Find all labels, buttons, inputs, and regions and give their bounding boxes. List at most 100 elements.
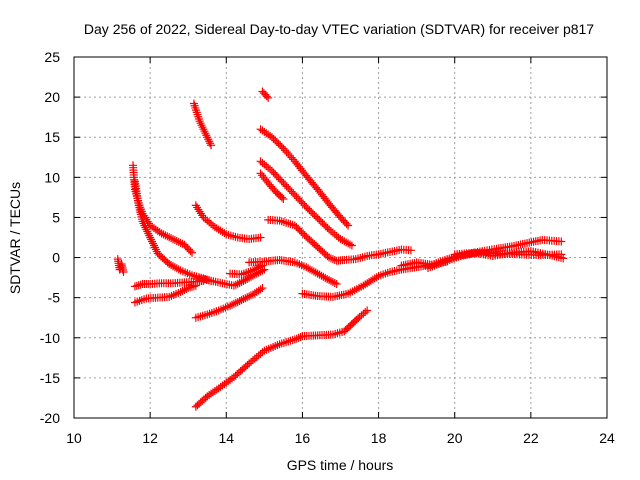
series-arc-2: [129, 161, 197, 257]
data-point-marker: [330, 279, 339, 288]
data-point-marker: [279, 218, 288, 227]
data-point-marker: [204, 135, 213, 144]
data-point-marker: [148, 237, 157, 246]
data-point-marker: [161, 231, 170, 240]
series-arc-16: [256, 169, 288, 203]
data-point-marker: [239, 295, 248, 304]
y-tick-label: -10: [40, 330, 60, 346]
data-point-marker: [147, 235, 156, 244]
series-arc-17: [264, 215, 415, 265]
data-point-marker: [188, 248, 197, 257]
series-arc-8: [195, 265, 269, 290]
data-point-marker: [227, 300, 236, 309]
data-point-marker: [363, 306, 372, 315]
data-point-marker: [149, 241, 158, 250]
data-point-marker: [235, 297, 244, 306]
data-point-marker: [180, 286, 189, 295]
data-point-marker: [241, 294, 250, 303]
data-point-marker: [195, 117, 204, 126]
data-point-marker: [220, 229, 229, 238]
data-point-marker: [202, 131, 211, 140]
x-tick-label: 14: [218, 430, 234, 446]
data-point-marker: [198, 123, 207, 132]
data-point-marker: [205, 137, 214, 146]
data-point-marker: [235, 278, 244, 287]
data-point-marker: [199, 125, 208, 134]
data-point-marker: [142, 225, 151, 234]
data-point-marker: [231, 298, 240, 307]
data-point-marker: [326, 277, 335, 286]
series-arc-21: [424, 235, 566, 272]
data-point-marker: [254, 263, 263, 272]
data-point-marker: [277, 217, 286, 226]
data-point-marker: [145, 231, 154, 240]
y-tick-label: 20: [44, 89, 60, 105]
data-point-marker: [342, 219, 351, 228]
y-tick-label: -5: [48, 290, 61, 306]
data-point-marker: [130, 282, 139, 291]
data-point-marker: [361, 308, 370, 317]
data-point-marker: [201, 129, 210, 138]
data-point-marker: [325, 253, 334, 262]
grid: [74, 57, 607, 418]
data-point-marker: [176, 238, 185, 247]
series-arc-13: [258, 87, 273, 102]
y-tick-label: 5: [52, 209, 60, 225]
data-point-marker: [292, 334, 301, 343]
series-arc-15: [256, 157, 356, 250]
data-point-marker: [191, 281, 200, 290]
data-point-marker: [328, 278, 337, 287]
data-point-marker: [248, 266, 257, 275]
data-point-marker: [186, 247, 195, 256]
y-axis-label: SDTVAR / TECUs: [7, 182, 23, 294]
data-point-marker: [136, 280, 145, 289]
data-point-marker: [256, 285, 265, 294]
data-point-marker: [159, 230, 168, 239]
data-point-marker: [296, 332, 305, 341]
series-arc-22: [450, 247, 568, 263]
data-point-marker: [191, 201, 200, 210]
series-arc-7: [191, 201, 265, 244]
series-arc-18: [245, 255, 341, 289]
data-point-marker: [294, 333, 303, 342]
data-point-marker: [328, 255, 337, 264]
y-tick-label: 25: [44, 49, 60, 65]
data-point-marker: [284, 219, 293, 228]
series-arc-5: [130, 281, 200, 307]
data-point-marker: [193, 203, 202, 212]
data-point-marker: [266, 165, 275, 174]
data-point-marker: [134, 281, 143, 290]
x-tick-label: 22: [523, 430, 539, 446]
data-point-marker: [148, 239, 157, 248]
data-point-marker: [264, 93, 273, 102]
data-point-marker: [194, 205, 203, 214]
plot-frame: [73, 56, 608, 419]
data-point-marker: [277, 193, 286, 202]
axis-ticks: 10 12 14 16 18 20 22 24 -20 -15 -10 -5 0 5 10 15 20 25: [40, 49, 615, 446]
chart-title: Day 256 of 2022, Sidereal Day-to-day VTE…: [84, 21, 594, 37]
x-tick-label: 18: [371, 430, 387, 446]
data-point-marker: [186, 283, 195, 292]
series-arc-6: [189, 99, 216, 150]
data-point-marker: [196, 209, 205, 218]
data-point-marker: [174, 265, 183, 274]
data-point-marker: [557, 237, 566, 246]
data-point-marker: [252, 264, 261, 273]
data-point-marker: [258, 348, 267, 357]
y-tick-label: -15: [40, 370, 60, 386]
series-arc-11: [191, 332, 307, 411]
data-point-marker: [167, 234, 176, 243]
data-point-marker: [139, 219, 148, 228]
data-point-marker: [229, 281, 238, 290]
data-point-marker: [140, 221, 149, 230]
data-point-marker: [141, 223, 150, 232]
data-point-marker: [184, 284, 193, 293]
data-point-marker: [138, 217, 147, 226]
data-point-marker: [143, 227, 152, 236]
data-point-marker: [170, 236, 179, 245]
data-point-marker: [174, 237, 183, 246]
data-point-marker: [157, 229, 166, 238]
data-point-marker: [282, 218, 291, 227]
data-point-marker: [233, 297, 242, 306]
